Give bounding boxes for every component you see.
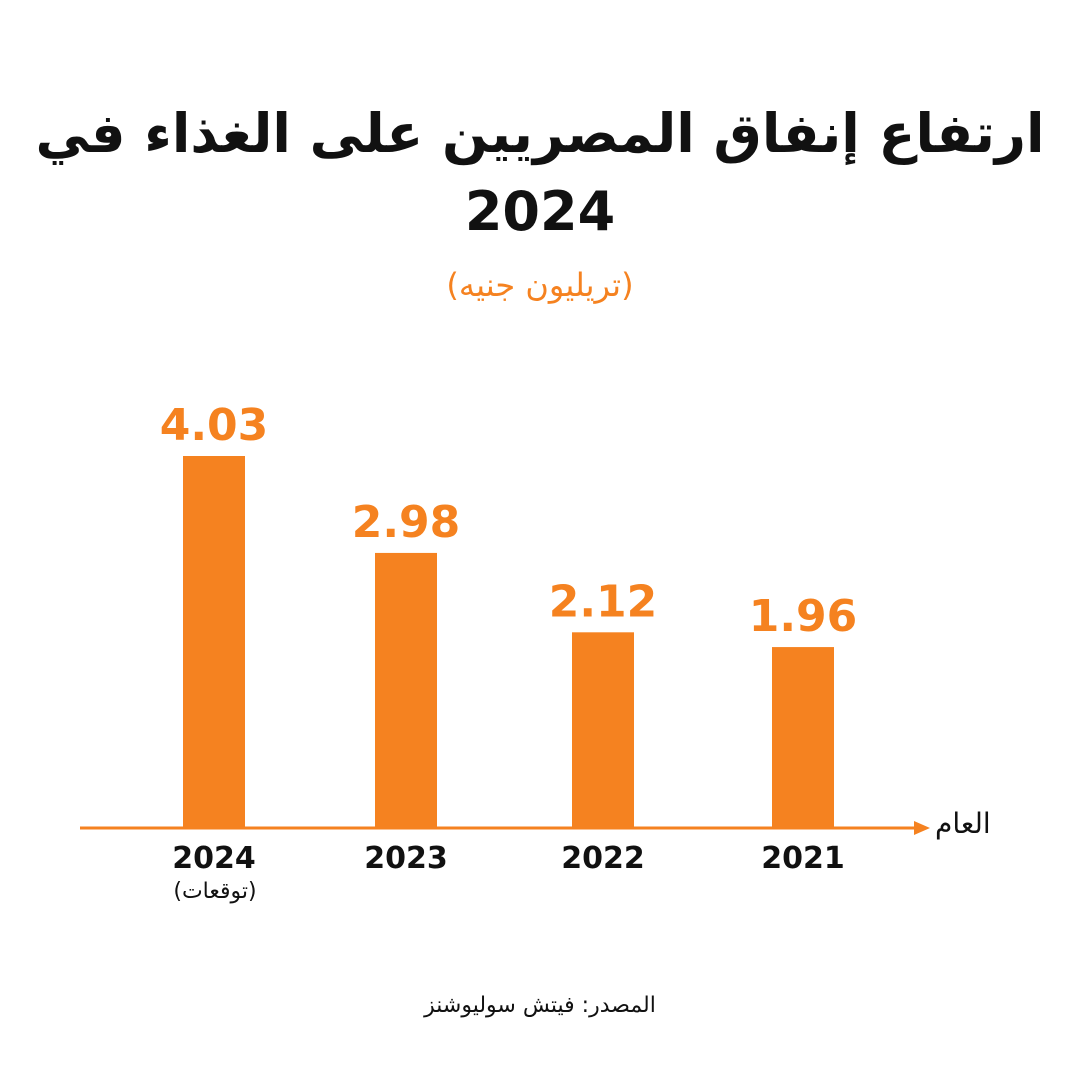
- value-label-2023: 2.98: [352, 497, 461, 548]
- chart-subtitle: (تريليون جنيه): [446, 266, 634, 304]
- chart-title: ارتفاع إنفاق المصريين على الغذاء في 2024: [35, 102, 1045, 243]
- bar-2023: [375, 552, 437, 828]
- x-axis-label: العام: [935, 807, 991, 840]
- tick-label-2024: 2024: [172, 841, 256, 876]
- value-label-2022: 2.12: [549, 576, 658, 627]
- x-axis-arrow-icon: [914, 821, 930, 835]
- value-label-2021: 1.96: [749, 591, 858, 642]
- bar-2022: [572, 632, 634, 828]
- tick-label-2022: 2022: [561, 841, 645, 876]
- source-note: المصدر: فيتش سوليوشنز: [424, 993, 656, 1018]
- category-note-2024: (توقعات): [173, 879, 257, 904]
- tick-label-2023: 2023: [364, 841, 448, 876]
- value-label-2024: 4.03: [160, 400, 269, 451]
- tick-label-2021: 2021: [761, 841, 845, 876]
- bar-2024: [183, 456, 245, 828]
- bar-2021: [772, 647, 834, 828]
